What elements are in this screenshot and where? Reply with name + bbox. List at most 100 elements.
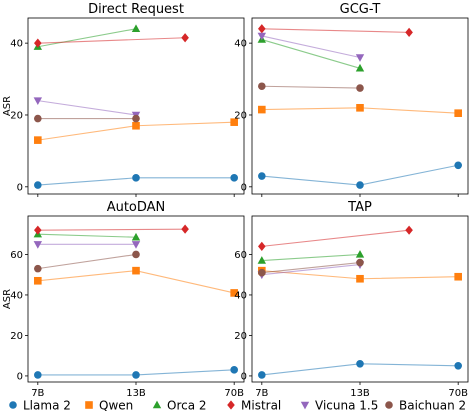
data-point xyxy=(34,114,42,123)
data-point xyxy=(257,256,267,264)
data-point xyxy=(132,266,140,275)
data-point xyxy=(132,371,140,379)
data-point xyxy=(33,241,43,249)
series-line xyxy=(37,37,186,44)
data-point xyxy=(355,54,365,62)
plot-frame xyxy=(27,215,245,383)
legend-label: Orca 2 xyxy=(167,399,207,413)
y-tick-label: 20 xyxy=(10,331,23,342)
data-point xyxy=(356,359,364,368)
data-point xyxy=(405,27,413,37)
x-tick-label: 70B xyxy=(448,388,468,399)
data-point xyxy=(258,82,266,91)
legend: Llama 2 Qwen Orca 2 Mistral Vicuna 1.5 Baichu… xyxy=(9,399,466,413)
data-point xyxy=(405,225,413,235)
data-point xyxy=(132,174,140,182)
legend-marker xyxy=(85,401,93,409)
data-point xyxy=(454,161,462,170)
panel-0: Direct Request 0 20 40 ASR xyxy=(2,2,245,197)
y-tick-label: 20 xyxy=(10,110,23,121)
data-point xyxy=(258,172,266,180)
panel-title: TAP xyxy=(347,200,372,215)
data-point xyxy=(34,181,42,189)
y-tick-label: 20 xyxy=(234,110,247,121)
y-tick-label: 40 xyxy=(234,290,247,301)
panel-title: AutoDAN xyxy=(107,200,166,215)
series-line xyxy=(261,229,410,247)
x-tick-label: 70B xyxy=(224,388,244,399)
legend-label: Mistral xyxy=(241,399,281,413)
series-line xyxy=(261,35,361,59)
data-point xyxy=(454,109,462,117)
data-point xyxy=(34,264,42,273)
series-line xyxy=(261,264,361,276)
data-point xyxy=(356,274,364,283)
y-tick-label: 60 xyxy=(234,250,247,261)
series-line xyxy=(37,28,137,48)
y-tick-label: 0 xyxy=(17,371,23,382)
y-tick-label: 0 xyxy=(241,182,247,193)
legend-marker xyxy=(300,401,310,410)
data-point xyxy=(230,118,238,126)
series-line xyxy=(37,253,137,270)
data-point xyxy=(258,105,266,114)
legend-marker xyxy=(385,401,393,409)
data-point xyxy=(230,174,238,182)
legend-label: Qwen xyxy=(99,399,133,413)
y-tick-label: 40 xyxy=(10,290,23,301)
data-point xyxy=(356,103,364,112)
data-point xyxy=(356,258,364,267)
data-point xyxy=(34,276,42,285)
x-tick-label: 13B xyxy=(350,388,370,399)
data-point xyxy=(258,268,266,277)
series-line xyxy=(37,228,186,231)
panel-1: GCG-T 0 20 40 xyxy=(234,2,469,197)
data-point xyxy=(258,24,266,34)
data-point xyxy=(181,33,189,43)
series-line xyxy=(37,233,137,238)
legend-marker xyxy=(152,400,162,409)
data-point xyxy=(355,250,365,258)
plot-frame xyxy=(27,17,245,195)
panel-title: GCG-T xyxy=(340,2,381,17)
data-point xyxy=(132,250,140,259)
data-point xyxy=(230,289,238,297)
data-point xyxy=(132,114,140,123)
data-point xyxy=(131,232,141,241)
data-point xyxy=(34,136,42,144)
x-tick-label: 7B xyxy=(31,388,44,399)
series-line xyxy=(261,262,361,274)
series-line xyxy=(37,100,137,116)
data-point xyxy=(258,241,266,251)
data-point xyxy=(132,121,140,130)
y-tick-label: 60 xyxy=(10,250,23,261)
y-tick-label: 40 xyxy=(234,39,247,50)
y-tick-label: 40 xyxy=(10,39,23,50)
legend-marker xyxy=(227,400,235,410)
data-point xyxy=(181,224,189,234)
legend-marker xyxy=(9,401,17,409)
data-point xyxy=(258,371,266,379)
y-axis-label: ASR xyxy=(2,96,13,116)
series-line xyxy=(261,253,361,262)
data-point xyxy=(356,84,364,92)
data-point xyxy=(230,366,238,374)
series-line xyxy=(261,85,361,89)
series-line xyxy=(261,39,361,69)
series-line xyxy=(261,28,410,33)
data-point xyxy=(356,181,364,189)
data-point xyxy=(454,362,462,370)
y-axis-label: ASR xyxy=(2,289,13,309)
y-tick-label: 0 xyxy=(241,371,247,382)
x-tick-label: 13B xyxy=(126,388,146,399)
data-point xyxy=(34,38,42,48)
plot-frame xyxy=(251,215,469,383)
legend-label: Vicuna 1.5 xyxy=(315,399,378,413)
panel-3: TAP 0 20 40 60 7B 13B 70B xyxy=(234,200,469,399)
data-point xyxy=(454,272,462,281)
data-point xyxy=(355,63,365,72)
x-tick-label: 7B xyxy=(255,388,268,399)
data-point xyxy=(33,97,43,106)
data-point xyxy=(34,225,42,235)
